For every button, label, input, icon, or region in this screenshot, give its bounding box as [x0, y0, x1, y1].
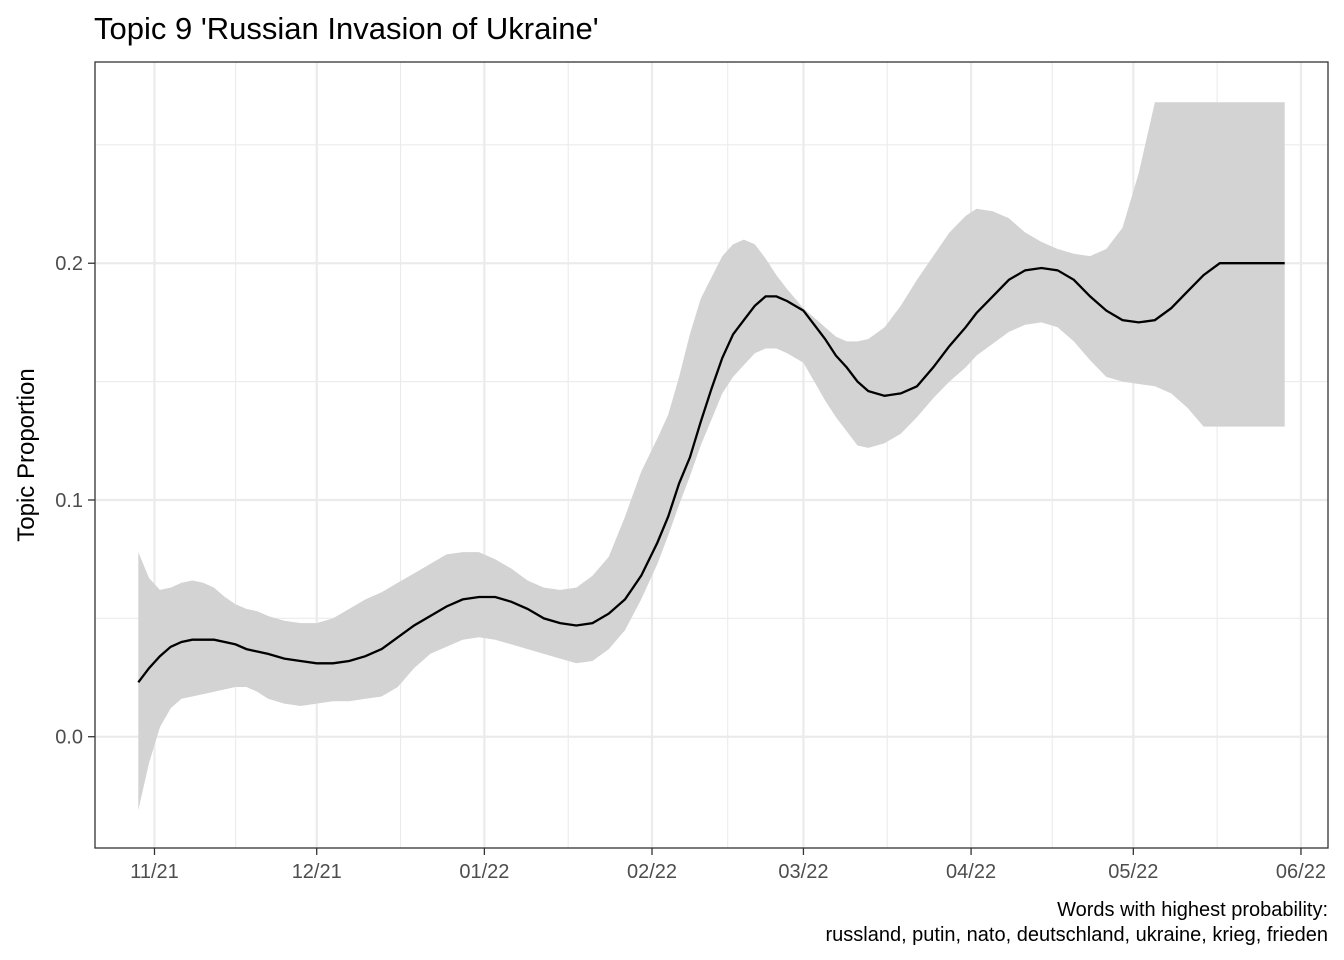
- caption-line-2: russland, putin, nato, deutschland, ukra…: [825, 924, 1328, 946]
- x-tick-label: 03/22: [778, 861, 828, 883]
- caption-line-1: Words with highest probability:: [1057, 899, 1328, 921]
- x-axis: 11/21 12/21 01/22 02/22 03/22 04/22 05/22 06/22: [130, 848, 1326, 883]
- x-tick-label: 12/21: [292, 861, 342, 883]
- y-tick-label: 0.2: [55, 253, 83, 275]
- x-tick-label: 05/22: [1108, 861, 1158, 883]
- x-tick-label: 01/22: [459, 861, 509, 883]
- topic-proportion-line: [137, 262, 1285, 683]
- confidence-band: [138, 102, 1285, 811]
- grid-minor: [95, 62, 1328, 848]
- x-tick-label: 06/22: [1276, 861, 1326, 883]
- panel-border: [94, 61, 1329, 849]
- y-tick-label: 0.1: [55, 490, 83, 512]
- y-tick-label: 0.0: [55, 727, 83, 749]
- x-tick-label: 02/22: [627, 861, 677, 883]
- chart-title: Topic 9 'Russian Invasion of Ukraine': [94, 11, 599, 46]
- x-tick-label: 11/21: [130, 861, 179, 883]
- y-axis-title: Topic Proportion: [13, 368, 40, 541]
- x-tick-label: 04/22: [946, 861, 996, 883]
- y-axis: 0.0 0.1 0.2: [55, 253, 95, 749]
